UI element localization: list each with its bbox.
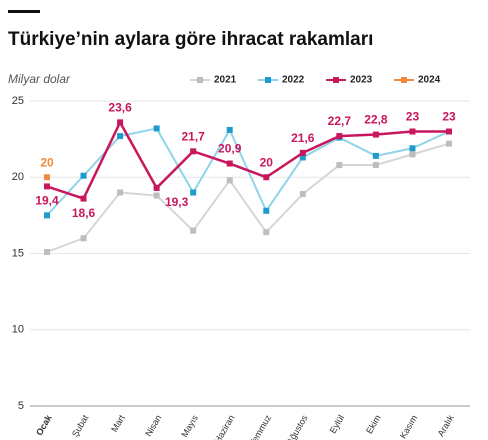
series-line bbox=[46, 142, 450, 253]
point-marker bbox=[446, 140, 452, 147]
y-axis-label: Milyar dolar bbox=[8, 72, 71, 86]
point-marker bbox=[409, 145, 416, 152]
data-label: 23,6 bbox=[108, 101, 132, 115]
data-label: 19,3 bbox=[165, 195, 189, 209]
point-marker bbox=[263, 174, 270, 181]
point-marker bbox=[336, 162, 343, 169]
x-tick-label: Temmuz bbox=[247, 413, 273, 440]
data-label: 22,7 bbox=[328, 114, 352, 128]
legend-label: 2021 bbox=[214, 75, 237, 86]
point-marker bbox=[117, 133, 124, 140]
point-marker bbox=[226, 177, 233, 184]
point-marker bbox=[226, 126, 233, 133]
point-marker bbox=[80, 195, 87, 202]
point-marker bbox=[299, 149, 306, 156]
legend-label: 2022 bbox=[282, 75, 305, 86]
point-marker bbox=[190, 189, 197, 196]
point-marker bbox=[117, 189, 124, 196]
legend-marker bbox=[401, 77, 407, 83]
x-tick-label: Mayıs bbox=[179, 413, 200, 439]
data-label: 21,7 bbox=[182, 129, 206, 143]
x-tick-label: Ekim bbox=[364, 413, 383, 435]
point-marker bbox=[44, 248, 50, 255]
data-label: 20,9 bbox=[218, 142, 242, 156]
point-marker bbox=[372, 162, 379, 169]
x-tick-label: Kasım bbox=[398, 413, 419, 440]
y-tick-label: 25 bbox=[12, 95, 24, 107]
legend-label: 2023 bbox=[350, 75, 373, 86]
x-tick-label: Ocak bbox=[34, 412, 54, 437]
series-line bbox=[46, 127, 450, 217]
header-bar bbox=[8, 10, 40, 13]
data-label: 22,8 bbox=[364, 113, 388, 127]
data-label: 20 bbox=[260, 155, 274, 169]
point-marker bbox=[409, 151, 416, 158]
x-tick-label: Aralık bbox=[436, 413, 456, 438]
point-marker bbox=[263, 229, 270, 236]
legend-marker bbox=[333, 77, 339, 83]
x-tick-label: Haziran bbox=[212, 413, 236, 440]
x-tick-label: Mart bbox=[109, 413, 127, 434]
data-label: 20 bbox=[40, 155, 54, 169]
legend-label: 2024 bbox=[418, 75, 441, 86]
x-tick-label: Nisan bbox=[143, 413, 163, 438]
legend-marker bbox=[197, 77, 203, 83]
point-marker bbox=[153, 125, 160, 132]
data-label: 19,4 bbox=[35, 194, 59, 208]
data-label: 18,6 bbox=[72, 206, 96, 220]
point-marker bbox=[80, 235, 87, 242]
x-tick-label: Eylül bbox=[328, 413, 346, 435]
y-tick-label: 5 bbox=[18, 400, 24, 412]
point-marker bbox=[372, 152, 379, 159]
x-tick-label: Şubat bbox=[70, 413, 91, 439]
y-tick-label: 15 bbox=[12, 247, 24, 259]
point-marker bbox=[190, 227, 197, 234]
data-label: 23 bbox=[406, 110, 420, 124]
point-marker bbox=[372, 131, 379, 138]
series-line bbox=[46, 119, 449, 201]
point-marker bbox=[263, 207, 270, 214]
y-tick-label: 20 bbox=[12, 171, 24, 183]
legend-marker bbox=[265, 77, 271, 83]
point-marker bbox=[44, 212, 50, 219]
chart-title: Türkiye’nin aylara göre ihracat rakamlar… bbox=[8, 29, 373, 50]
point-marker bbox=[117, 119, 124, 126]
point-marker bbox=[409, 128, 416, 135]
data-label: 23 bbox=[442, 110, 456, 124]
point-marker bbox=[44, 183, 50, 190]
point-marker bbox=[190, 148, 197, 155]
x-tick-label: Ağustos bbox=[285, 413, 310, 440]
point-marker bbox=[299, 191, 306, 198]
y-tick-label: 10 bbox=[12, 324, 24, 336]
point-marker bbox=[153, 184, 160, 191]
point-marker bbox=[44, 174, 50, 181]
point-marker bbox=[336, 133, 343, 140]
data-label: 21,6 bbox=[291, 131, 315, 145]
point-marker bbox=[226, 160, 233, 167]
point-marker bbox=[153, 192, 160, 199]
point-marker bbox=[299, 154, 306, 161]
point-marker bbox=[446, 128, 452, 135]
point-marker bbox=[80, 172, 87, 179]
